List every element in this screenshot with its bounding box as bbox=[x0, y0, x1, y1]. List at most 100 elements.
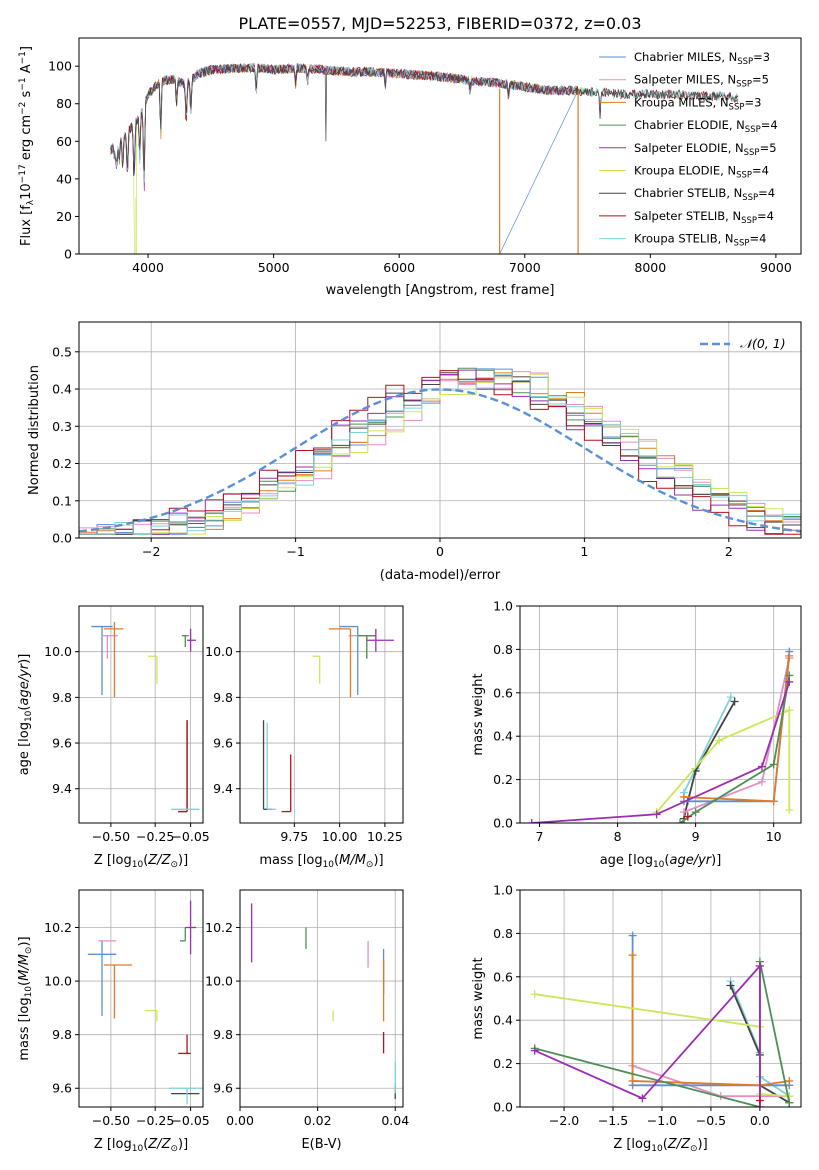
x-tick-label: 7000 bbox=[509, 260, 541, 275]
y-tick-label: 40 bbox=[56, 171, 72, 186]
label-part: 10 bbox=[132, 860, 144, 870]
label-part: 10 bbox=[653, 860, 665, 870]
legend-text: Kroupa ELODIE, N bbox=[634, 164, 736, 178]
x-tick-label: 5000 bbox=[258, 260, 290, 275]
label-part: age/yr bbox=[669, 853, 712, 868]
label-part: Z/Z bbox=[667, 1137, 691, 1152]
weight-marker bbox=[638, 1094, 647, 1103]
label-part: M/M bbox=[17, 954, 32, 981]
panel-mass_vs_Z: −0.50 −0.25−0.059.69.810.010.2Z [log10(Z/… bbox=[17, 889, 210, 1154]
weight-marker bbox=[726, 981, 735, 990]
weight-marker bbox=[785, 651, 794, 660]
legend-label: Kroupa ELODIE, NSSP=4 bbox=[634, 164, 769, 181]
plot-area bbox=[91, 621, 200, 813]
legend-tail: =5 bbox=[752, 73, 769, 87]
label-part: age [log bbox=[600, 853, 653, 868]
label-part: ( bbox=[143, 1137, 148, 1152]
y-tick-label: 10.0 bbox=[44, 644, 72, 659]
y-tick-label: 1.0 bbox=[493, 599, 513, 614]
weight-marker bbox=[785, 706, 794, 715]
legend-text: Kroupa STELIB, N bbox=[634, 232, 734, 246]
weight-line bbox=[683, 696, 732, 793]
legend-text: Kroupa MILES, N bbox=[634, 95, 729, 109]
x-tick-label: −0.25 bbox=[136, 829, 174, 844]
label-part: erg cm bbox=[19, 115, 34, 164]
y-tick-label: 60 bbox=[56, 134, 72, 149]
weight-marker bbox=[785, 1076, 794, 1085]
x-tick-label: 10.25 bbox=[367, 829, 403, 844]
legend-tail: =5 bbox=[760, 141, 777, 155]
y-tick-label: 0.4 bbox=[493, 729, 513, 744]
x-axis-label: E(B-V) bbox=[301, 1137, 341, 1152]
x-axis-label: (data-model)/error bbox=[380, 568, 501, 583]
legend-label: Chabrier ELODIE, NSSP=4 bbox=[634, 118, 778, 135]
panel-mass_vs_ebv: 0.00 0.02 0.04 9.6 9.8 10.0 10.2 E(B-V) bbox=[205, 889, 409, 1152]
label-part: )] bbox=[17, 936, 32, 946]
y-tick-label: 0.6 bbox=[493, 969, 513, 984]
y-tick-label: 9.8 bbox=[213, 1027, 233, 1042]
legend-sub: SSP bbox=[736, 80, 752, 90]
weight-line bbox=[632, 1064, 790, 1098]
y-tick-label: 9.8 bbox=[52, 690, 72, 705]
legend-text: Chabrier STELIB, N bbox=[634, 186, 742, 200]
y-tick-label: 9.6 bbox=[213, 1081, 233, 1096]
x-tick-label: 7 bbox=[536, 829, 544, 844]
label-part: A bbox=[19, 64, 34, 77]
label-part: )] bbox=[373, 853, 383, 868]
axes-frame bbox=[78, 889, 204, 1108]
label-part: λ bbox=[26, 199, 36, 205]
label-part: ( bbox=[143, 853, 148, 868]
x-tick-label: −1.0 bbox=[647, 1113, 677, 1128]
weight-marker bbox=[628, 1076, 637, 1085]
legend-tail: =4 bbox=[761, 118, 778, 132]
weight-line bbox=[655, 708, 791, 813]
weight-marker bbox=[679, 808, 688, 817]
label-part: 10 bbox=[132, 1144, 144, 1154]
weight-marker bbox=[652, 810, 661, 819]
axes-frame bbox=[78, 605, 204, 824]
legend-label: Salpeter ELODIE, NSSP=5 bbox=[634, 141, 777, 158]
label-part: −1 bbox=[18, 51, 28, 64]
weight-marker bbox=[785, 805, 794, 814]
x-tick-label: 0.0 bbox=[750, 1113, 770, 1128]
x-tick-label: 8 bbox=[614, 829, 622, 844]
label-part: age [log bbox=[17, 722, 32, 775]
legend-label: Chabrier STELIB, NSSP=4 bbox=[634, 186, 775, 203]
y-tick-label: 100 bbox=[48, 59, 72, 74]
weight-marker bbox=[757, 762, 766, 771]
weight-marker bbox=[726, 693, 735, 702]
x-tick-label: −1 bbox=[286, 544, 304, 559]
x-tick-label: −0.50 bbox=[92, 1113, 130, 1128]
x-tick-label: 0.04 bbox=[381, 1113, 409, 1128]
weight-marker bbox=[757, 777, 766, 786]
legend-sub: SSP bbox=[736, 171, 752, 181]
plot-area bbox=[262, 625, 394, 813]
y-tick-label: 9.4 bbox=[52, 781, 72, 796]
weight-marker bbox=[628, 931, 637, 940]
y-tick-label: 10.2 bbox=[44, 920, 72, 935]
legend-sub: SSP bbox=[729, 102, 745, 112]
weight-marker bbox=[785, 1098, 794, 1107]
plot-area bbox=[250, 903, 396, 1099]
x-tick-label: 9 bbox=[692, 829, 700, 844]
legend-text: Chabrier ELODIE, N bbox=[634, 118, 745, 132]
legend-sub: SSP bbox=[741, 216, 757, 226]
label-part: −17 bbox=[18, 164, 28, 183]
label-part: )] bbox=[17, 654, 32, 664]
label-part: ( bbox=[663, 1137, 668, 1152]
x-axis-label: Z [log10(Z/Z⊙)] bbox=[94, 1137, 188, 1154]
x-tick-label: 9.75 bbox=[280, 829, 308, 844]
y-tick-label: 0.2 bbox=[493, 1056, 513, 1071]
y-axis-label: mass weight bbox=[471, 673, 486, 755]
x-tick-label: 10.00 bbox=[322, 829, 358, 844]
y-tick-label: 10.0 bbox=[205, 644, 233, 659]
y-tick-label: 10.2 bbox=[205, 920, 233, 935]
plot-area bbox=[530, 931, 794, 1107]
x-tick-label: 2 bbox=[725, 544, 733, 559]
y-tick-label: 0.3 bbox=[52, 419, 72, 434]
weight-line bbox=[631, 955, 790, 1087]
weight-marker bbox=[715, 736, 724, 745]
panel-residuals: −2 −1 0 1 2 0.0 0.1 0.2 0.3 0.4 0.5 𝒩(0, 1) (data-mo… bbox=[27, 321, 802, 583]
x-tick-label: 9000 bbox=[760, 260, 792, 275]
legend-tail: =3 bbox=[744, 95, 761, 109]
